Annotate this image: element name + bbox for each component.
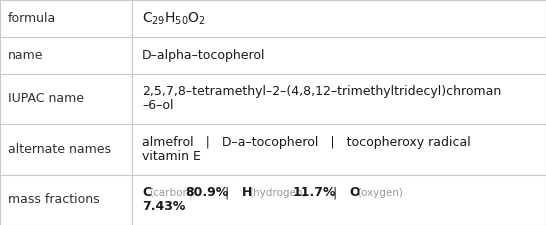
Text: vitamin E: vitamin E <box>142 150 201 163</box>
Text: 80.9%: 80.9% <box>185 186 228 199</box>
Text: H: H <box>241 186 252 199</box>
Text: name: name <box>8 49 44 62</box>
Text: –6–ol: –6–ol <box>142 99 174 112</box>
Text: (carbon): (carbon) <box>150 188 194 198</box>
Text: C: C <box>142 186 151 199</box>
Text: D–alpha–tocopherol: D–alpha–tocopherol <box>142 49 265 62</box>
Text: mass fractions: mass fractions <box>8 193 99 206</box>
Text: (hydrogen): (hydrogen) <box>249 188 306 198</box>
Text: O: O <box>349 186 360 199</box>
Text: |: | <box>224 186 229 199</box>
Text: formula: formula <box>8 12 56 25</box>
Text: 7.43%: 7.43% <box>142 200 186 213</box>
Text: almefrol   |   D–a–tocopherol   |   tocopheroxy radical: almefrol | D–a–tocopherol | tocopheroxy … <box>142 136 471 149</box>
Text: (oxygen): (oxygen) <box>357 188 403 198</box>
Text: IUPAC name: IUPAC name <box>8 92 84 106</box>
Text: $\mathregular{C_{29}H_{50}O_2}$: $\mathregular{C_{29}H_{50}O_2}$ <box>142 10 206 27</box>
Text: 2,5,7,8–tetramethyl–2–(4,8,12–trimethyltridecyl)chroman: 2,5,7,8–tetramethyl–2–(4,8,12–trimethylt… <box>142 85 501 98</box>
Text: |: | <box>333 186 337 199</box>
Text: alternate names: alternate names <box>8 143 111 156</box>
Text: 11.7%: 11.7% <box>293 186 336 199</box>
